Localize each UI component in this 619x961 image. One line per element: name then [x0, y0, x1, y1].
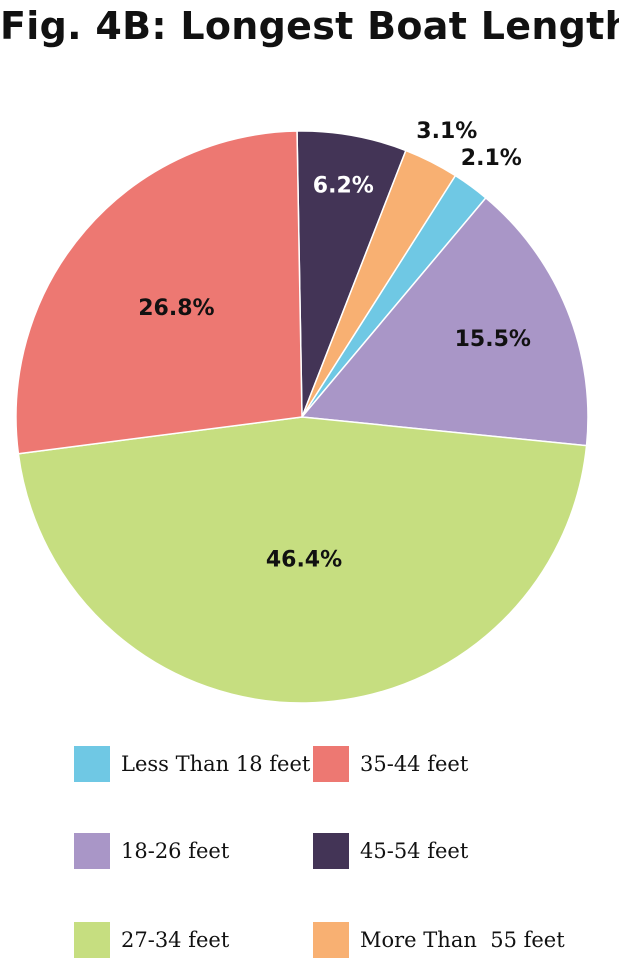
data-label-less-than-18-feet: 2.1%	[461, 146, 522, 171]
legend-label: More Than 55 feet	[360, 928, 565, 952]
chart-title: Fig. 4B: Longest Boat Length	[0, 4, 619, 48]
legend-label: 18-26 feet	[121, 839, 230, 863]
legend-swatch	[313, 833, 349, 869]
data-label-18-26-feet: 15.5%	[455, 327, 531, 352]
legend-item-27-34-feet: 27-34 feet	[74, 921, 229, 959]
data-label-27-34-feet: 46.4%	[266, 548, 342, 573]
data-label-35-44-feet: 26.8%	[138, 296, 214, 321]
legend-swatch	[74, 746, 110, 782]
legend-swatch	[313, 922, 349, 958]
legend-swatch	[313, 746, 349, 782]
pie-slice-35-44-feet	[15, 130, 303, 455]
legend-item-45-54-feet: 45-54 feet	[313, 832, 468, 870]
legend-label: 27-34 feet	[121, 928, 230, 952]
data-label-more-than-55-feet: 3.1%	[416, 119, 477, 144]
legend-label: 35-44 feet	[360, 752, 469, 776]
data-label-45-54-feet: 6.2%	[313, 174, 374, 199]
legend-item-more-than-55-feet: More Than 55 feet	[313, 921, 565, 959]
legend-swatch	[74, 922, 110, 958]
legend-label: Less Than 18 feet	[121, 752, 311, 776]
pie-slice-27-34-feet	[17, 416, 588, 704]
legend-item-18-26-feet: 18-26 feet	[74, 832, 229, 870]
pie-slices	[15, 130, 589, 704]
pie-slice-18-26-feet	[300, 196, 589, 447]
legend-label: 45-54 feet	[360, 839, 469, 863]
legend-swatch	[74, 833, 110, 869]
pie-labels: 6.2% 3.1%2.1% 15.5% 46.4% 26.8%	[138, 119, 531, 573]
legend-item-35-44-feet: 35-44 feet	[313, 745, 468, 783]
legend-item-less-than-18-feet: Less Than 18 feet	[74, 745, 310, 783]
